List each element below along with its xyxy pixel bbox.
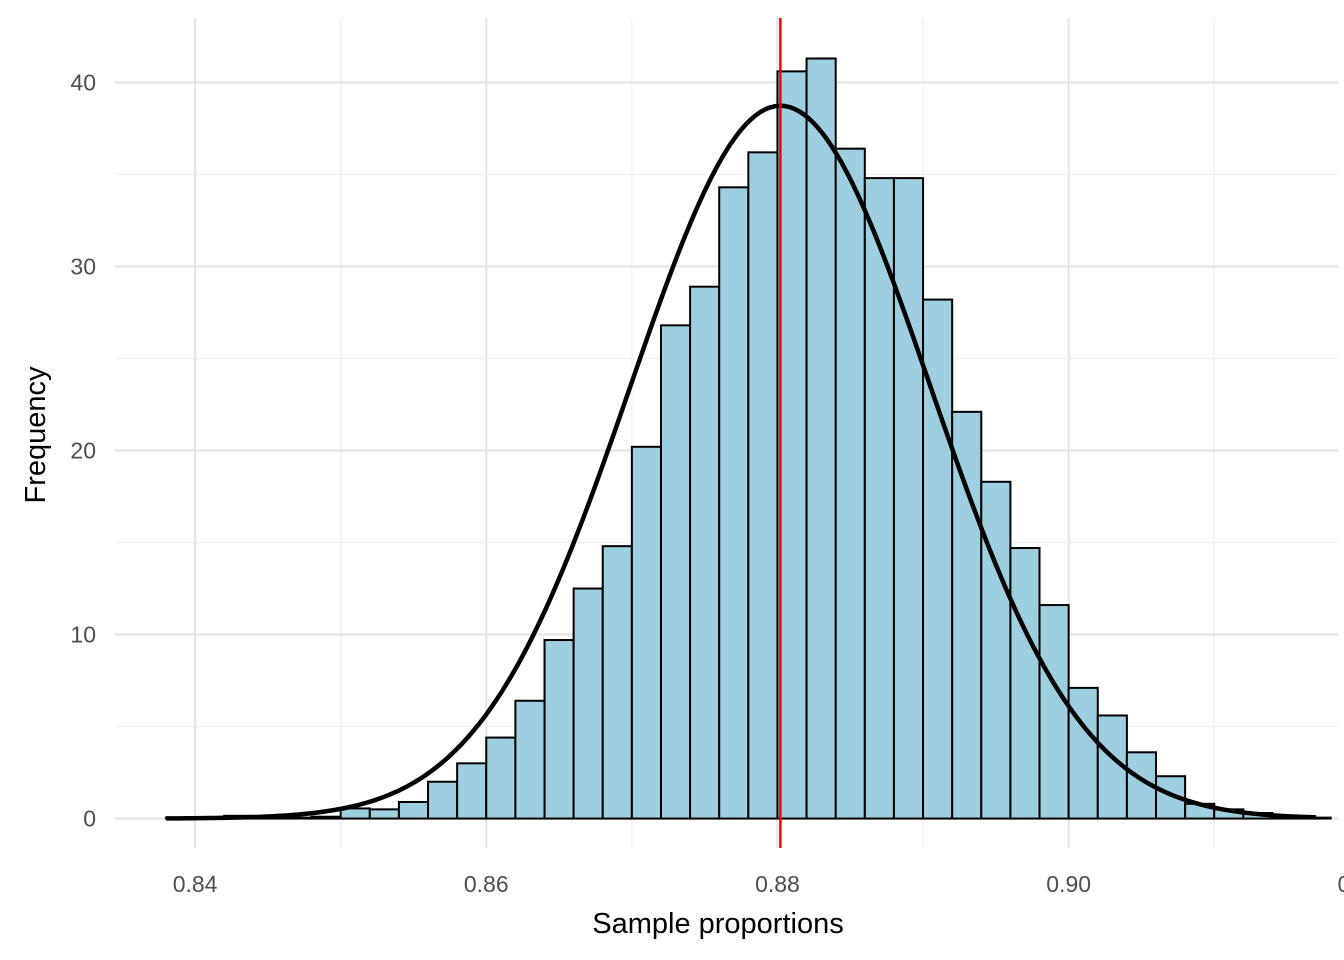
histogram-bar xyxy=(630,445,662,820)
density-curve xyxy=(165,103,1317,821)
histogram-bar xyxy=(572,587,604,820)
y-tick-label: 40 xyxy=(70,69,96,95)
histogram-bar xyxy=(310,815,342,820)
histogram-bar xyxy=(1067,686,1099,820)
histogram-bar xyxy=(863,177,895,820)
histogram-bar xyxy=(397,800,430,820)
histogram-bar xyxy=(485,736,517,820)
histogram-bar xyxy=(659,324,692,820)
x-tick-label: 0.92 xyxy=(1337,871,1344,897)
histogram-bar xyxy=(514,699,546,820)
y-tick-label: 10 xyxy=(70,622,96,648)
tick-labels: 0.84 0.86 0.88 0.90 0.92 0 10 20 30 40 xyxy=(70,69,1344,897)
histogram-bar xyxy=(601,545,633,820)
histogram-bar xyxy=(1009,547,1041,820)
y-tick-label: 0 xyxy=(83,806,96,832)
y-axis-title: Frequency xyxy=(20,366,52,504)
histogram-bar xyxy=(427,780,459,820)
histogram-bar xyxy=(456,762,488,820)
histogram-bar xyxy=(1038,604,1070,820)
histogram-bar xyxy=(834,147,866,820)
y-tick-label: 30 xyxy=(70,253,96,279)
x-tick-label: 0.84 xyxy=(173,871,218,897)
histogram-bar xyxy=(281,816,313,820)
x-tick-label: 0.86 xyxy=(464,871,509,897)
histogram-bar xyxy=(689,285,721,820)
histogram-bar xyxy=(718,186,750,820)
histogram-bar xyxy=(368,808,400,820)
histogram-bar xyxy=(776,70,808,820)
histogram-bar xyxy=(951,410,983,820)
x-tick-label: 0.90 xyxy=(1046,871,1091,897)
histogram-bar xyxy=(980,480,1012,820)
y-tick-label: 20 xyxy=(70,437,96,463)
histogram-bar xyxy=(892,177,925,820)
histogram-bar xyxy=(805,57,837,820)
histogram-bar xyxy=(543,639,575,820)
histogram-bars xyxy=(164,57,1332,820)
histogram-bar xyxy=(747,151,779,820)
x-tick-label: 0.88 xyxy=(755,871,800,897)
x-axis-title: Sample proportions xyxy=(592,908,843,940)
